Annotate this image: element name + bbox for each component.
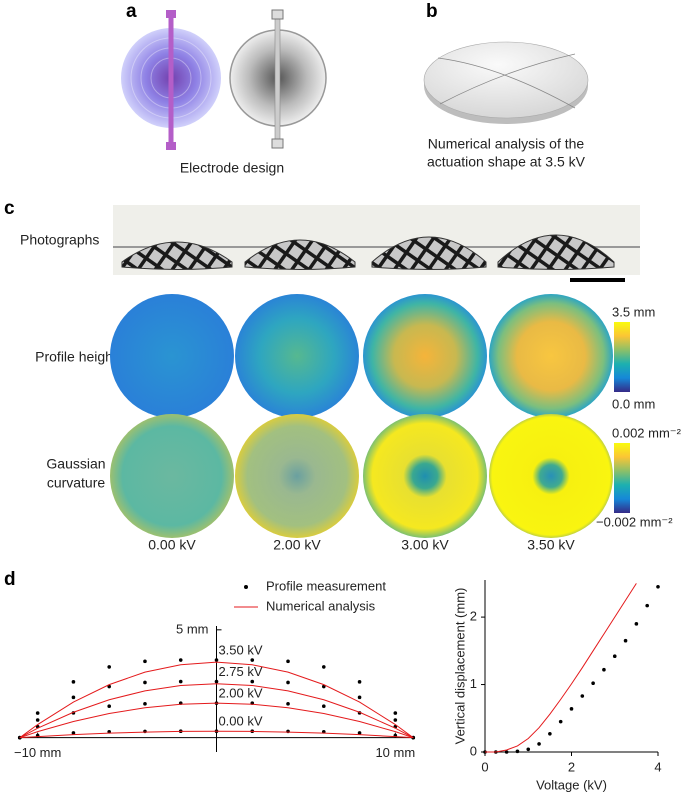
data-point xyxy=(357,695,362,700)
x-tick-label: −10 mm xyxy=(14,745,61,760)
data-point xyxy=(35,718,40,722)
panel-letter: c xyxy=(4,198,15,219)
data-point xyxy=(357,731,362,735)
x-tick-label: 10 mm xyxy=(375,745,415,760)
voltage-label: 3.50 kV xyxy=(527,537,575,553)
data-point xyxy=(143,680,147,685)
data-point xyxy=(143,702,147,706)
curve-label: 2.00 kV xyxy=(218,686,262,701)
data-point xyxy=(107,665,112,669)
data-point xyxy=(214,679,219,684)
data-point xyxy=(569,707,574,711)
row-label: Gaussian xyxy=(46,456,105,472)
photo-strip xyxy=(113,205,640,275)
data-point xyxy=(286,659,290,664)
data-point xyxy=(612,654,617,659)
y-tick-label: 5 mm xyxy=(176,621,209,636)
electrode-photo xyxy=(229,9,327,149)
data-point xyxy=(107,704,112,708)
data-point xyxy=(250,679,255,684)
y-tick-label: 2 xyxy=(470,609,477,624)
x-tick-label: 2 xyxy=(568,759,575,774)
x-axis-label: Voltage (kV) xyxy=(536,777,607,792)
data-point xyxy=(504,750,509,754)
data-line xyxy=(19,730,414,739)
colorbar-label: −0.002 mm⁻² xyxy=(596,514,673,529)
data-point xyxy=(602,667,606,672)
simulated-shape xyxy=(423,41,589,124)
height-maps xyxy=(110,294,613,418)
data-point xyxy=(214,658,219,662)
curve-label: 0.00 kV xyxy=(218,714,262,729)
panel-letter: b xyxy=(426,1,438,22)
colorbar xyxy=(614,322,630,392)
data-point xyxy=(558,719,563,724)
data-point xyxy=(286,680,290,685)
caption: Electrode design xyxy=(180,160,284,176)
data-point xyxy=(143,659,147,664)
y-tick-label: 0 xyxy=(470,743,477,758)
data-point xyxy=(71,680,76,684)
panel-letter: a xyxy=(126,1,137,22)
y-tick-label: 1 xyxy=(470,676,477,691)
row-label: Photographs xyxy=(20,232,99,248)
x-tick-label: 0 xyxy=(481,759,488,774)
data-line xyxy=(19,661,414,739)
caption: Numerical analysis of the xyxy=(428,136,585,152)
legend-label: Profile measurement xyxy=(266,578,386,593)
data-point xyxy=(393,718,398,722)
data-point xyxy=(393,711,398,715)
data-point xyxy=(143,729,147,734)
data-point xyxy=(286,729,290,734)
data-point xyxy=(321,684,326,689)
data-point xyxy=(250,658,255,662)
colorbar-label: 0.0 mm xyxy=(612,396,655,411)
data-point xyxy=(645,603,649,608)
y-axis-label: Vertical displacement (mm) xyxy=(452,588,467,745)
data-point xyxy=(286,702,290,706)
legend-label: Numerical analysis xyxy=(266,598,376,613)
data-point xyxy=(71,731,76,735)
curvature-maps xyxy=(110,414,613,538)
data-point xyxy=(357,680,362,684)
electrode-illustration xyxy=(121,10,221,150)
data-point xyxy=(526,747,531,752)
voltage-label: 3.00 kV xyxy=(401,537,449,553)
data-point xyxy=(591,681,595,685)
data-point xyxy=(178,658,183,662)
data-line xyxy=(19,683,414,739)
data-point xyxy=(580,694,585,698)
panel-letter: d xyxy=(4,569,16,590)
curve-label: 3.50 kV xyxy=(218,642,262,657)
scale-bar xyxy=(570,278,625,282)
data-point xyxy=(656,584,660,589)
row-label: Profile height xyxy=(35,349,117,365)
row-label: curvature xyxy=(47,475,106,491)
caption: actuation shape at 3.5 kV xyxy=(427,154,586,170)
colorbar-label: 0.002 mm⁻² xyxy=(612,425,682,440)
voltage-label: 0.00 kV xyxy=(148,537,196,553)
colorbar xyxy=(614,443,630,513)
data-point xyxy=(634,622,639,626)
data-point xyxy=(107,684,112,689)
x-tick-label: 4 xyxy=(654,759,661,774)
data-line xyxy=(19,702,414,739)
colorbar-label: 3.5 mm xyxy=(612,304,655,319)
data-point xyxy=(35,711,40,715)
curve-label: 2.75 kV xyxy=(218,664,262,679)
voltage-label: 2.00 kV xyxy=(273,537,321,553)
data-point xyxy=(623,638,628,643)
data-point xyxy=(71,695,76,700)
data-line xyxy=(485,583,637,753)
data-point xyxy=(548,731,552,736)
data-point xyxy=(537,742,541,746)
data-point xyxy=(321,665,326,669)
legend-marker xyxy=(244,585,248,589)
data-point xyxy=(321,704,326,708)
data-point xyxy=(178,679,183,684)
data-point xyxy=(515,749,520,754)
